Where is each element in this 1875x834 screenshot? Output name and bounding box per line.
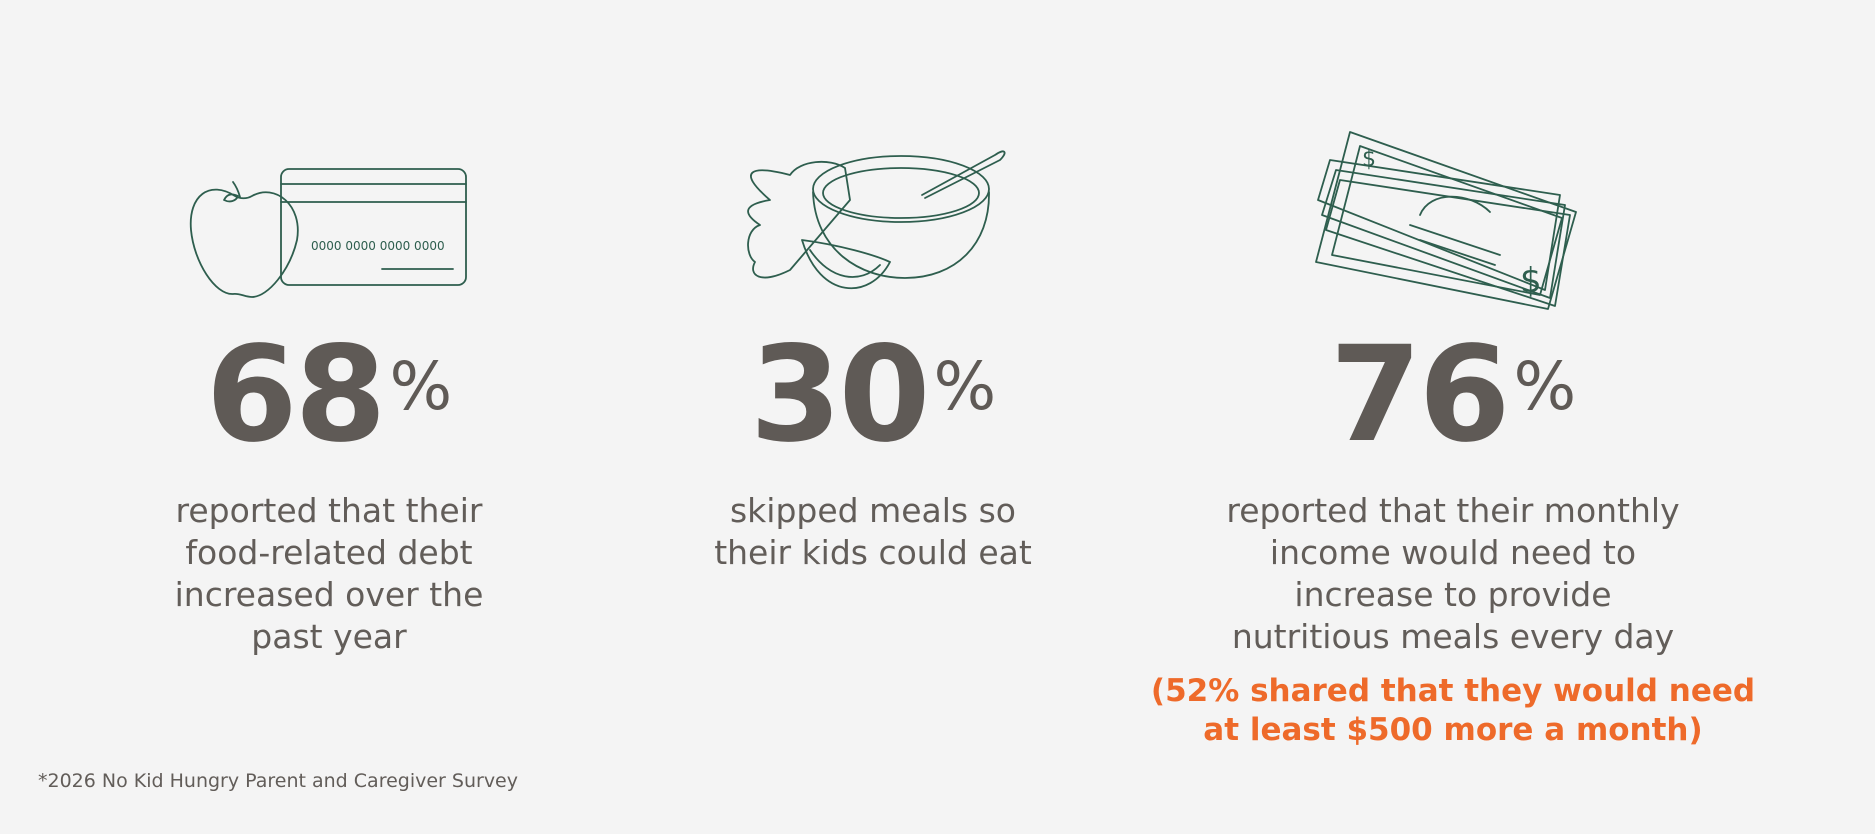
bowl-icon: [747, 150, 1006, 290]
description-line: increase to provide: [1294, 575, 1612, 614]
card-icon: 0000 0000 0000 0000: [280, 168, 467, 286]
description-line: their kids could eat: [714, 533, 1032, 572]
apple-icon: [189, 181, 299, 298]
stat-unit: %: [1513, 348, 1577, 425]
description-line: reported that their: [175, 491, 483, 530]
stat: 68% reported that their food-related debt i…: [19, 329, 639, 658]
note-line: at least $500 more a month): [1203, 712, 1703, 748]
stat: 30% skipped meals so their kids could eat: [563, 329, 1183, 574]
stat-value: 68: [205, 318, 387, 472]
stat-value: 30: [749, 318, 931, 472]
stat: 76% reported that their monthly income wou…: [1143, 329, 1763, 750]
description-line: increased over the: [174, 575, 484, 614]
money-icon: $ $: [1315, 131, 1577, 310]
footnote: *2026 No Kid Hungry Parent and Caregiver…: [38, 770, 518, 792]
card-number: 0000 0000 0000 0000: [311, 239, 445, 253]
stat-description: skipped meals so their kids could eat: [563, 490, 1183, 574]
stat-number-line: 76%: [1143, 329, 1763, 461]
stat-unit: %: [933, 348, 997, 425]
description-line: food-related debt: [185, 533, 473, 572]
note-line: (52% shared that they would need: [1150, 673, 1756, 709]
stat-note: (52% shared that they would need at least…: [1143, 672, 1763, 750]
stat-description: reported that their monthly income would …: [1143, 490, 1763, 658]
stat-number-line: 30%: [563, 329, 1183, 461]
stat-unit: %: [389, 348, 453, 425]
stat-value: 76: [1329, 318, 1511, 472]
description-line: skipped meals so: [729, 491, 1016, 530]
description-line: nutritious meals every day: [1231, 617, 1675, 656]
stat-description: reported that their food-related debt incr…: [19, 490, 639, 658]
stat-number-line: 68%: [19, 329, 639, 461]
dollar-sign: $: [1520, 261, 1542, 301]
description-line: past year: [251, 617, 407, 656]
description-line: income would need to: [1269, 533, 1637, 572]
dollar-sign: $: [1362, 147, 1376, 172]
description-line: reported that their monthly: [1226, 491, 1680, 530]
